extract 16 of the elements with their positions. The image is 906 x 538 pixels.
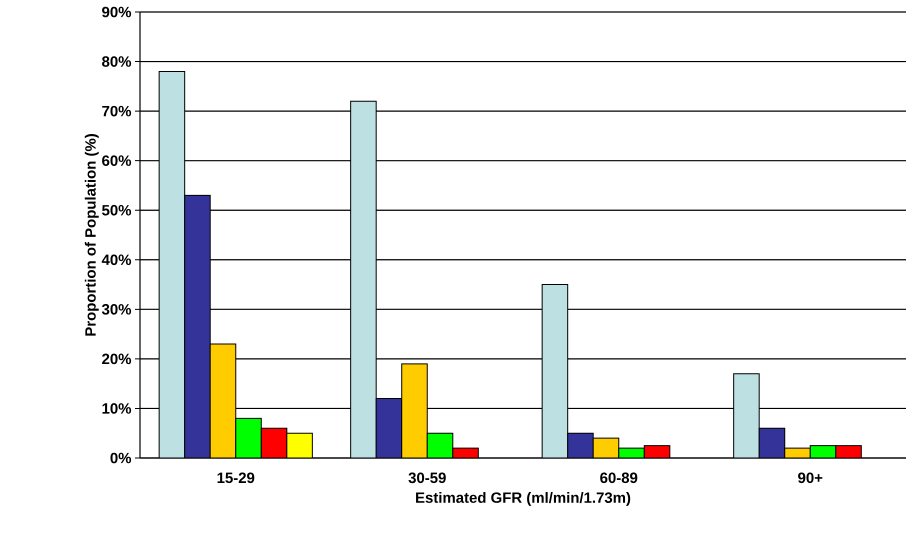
y-tick-label: 20%	[102, 354, 132, 364]
y-tick-label: 0%	[110, 452, 132, 464]
y-tick-label: 80%	[102, 56, 132, 67]
x-tick-label: 60-89	[600, 472, 638, 484]
x-tick-label: 15-29	[218, 472, 254, 484]
x-tick-label: 90+	[798, 472, 822, 484]
y-tick-label: 60%	[102, 155, 132, 166]
y-tick-label: 70%	[102, 106, 132, 116]
y-tick-label: 40%	[102, 254, 132, 266]
x-axis-title: Estimated GFR (ml/min/1.73m)	[416, 492, 630, 506]
y-tick-label: 10%	[102, 403, 132, 414]
y-axis-title: Proportion of Population (%)	[84, 134, 99, 336]
x-tick-label: 30-59	[408, 472, 446, 484]
y-tick-label: 90%	[102, 6, 132, 18]
y-tick-label: 30%	[102, 304, 132, 315]
y-tick-label: 50%	[102, 204, 132, 216]
